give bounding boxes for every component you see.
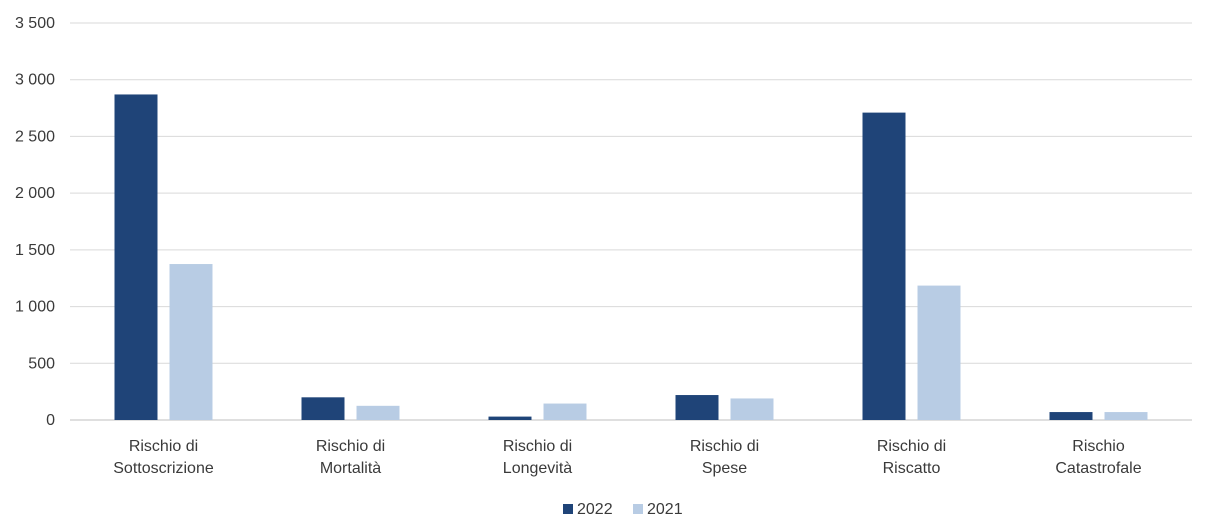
y-tick-label: 0 [46,412,55,429]
y-axis: 0 500 1 000 1 500 2 000 2 500 3 000 3 500 [15,15,55,429]
x-category-label: Rischio di Sottoscrizione [113,438,214,477]
bar-2022-0 [114,94,158,421]
bar-2021-2 [543,403,587,420]
legend-swatch-2022 [563,504,573,514]
y-tick-label: 2 000 [15,185,55,202]
legend: 2022 2021 [563,501,683,518]
y-tick-label: 500 [28,355,55,372]
legend-label-2022: 2022 [577,501,613,518]
y-tick-label: 3 500 [15,15,55,32]
bar-2022-2 [488,416,532,420]
bar-2021-4 [917,285,961,420]
legend-label-2021: 2021 [647,501,683,518]
x-category-label: Rischio di Longevità [503,438,572,477]
bar-2021-5 [1104,412,1148,420]
bar-2022-3 [675,395,719,420]
x-category-label: Rischio di Riscatto [877,438,946,477]
y-tick-label: 2 500 [15,128,55,145]
bar-2022-1 [301,397,345,420]
x-category-label: Rischio di Mortalità [316,438,385,477]
bar-2022-4 [862,112,906,420]
y-tick-label: 1 000 [15,299,55,316]
y-tick-label: 1 500 [15,242,55,259]
bar-2022-5 [1049,412,1093,420]
bars [114,94,1148,421]
bar-2021-0 [169,264,213,420]
y-tick-label: 3 000 [15,72,55,89]
x-axis: Rischio di Sottoscrizione Rischio di Mortal… [113,438,1141,477]
x-category-label: Rischio Catastrofale [1055,438,1141,477]
legend-swatch-2021 [633,504,643,514]
bar-2021-3 [730,398,774,420]
gridlines [70,22,1192,421]
bar-2021-1 [356,405,400,420]
x-category-label: Rischio di Spese [690,438,759,477]
